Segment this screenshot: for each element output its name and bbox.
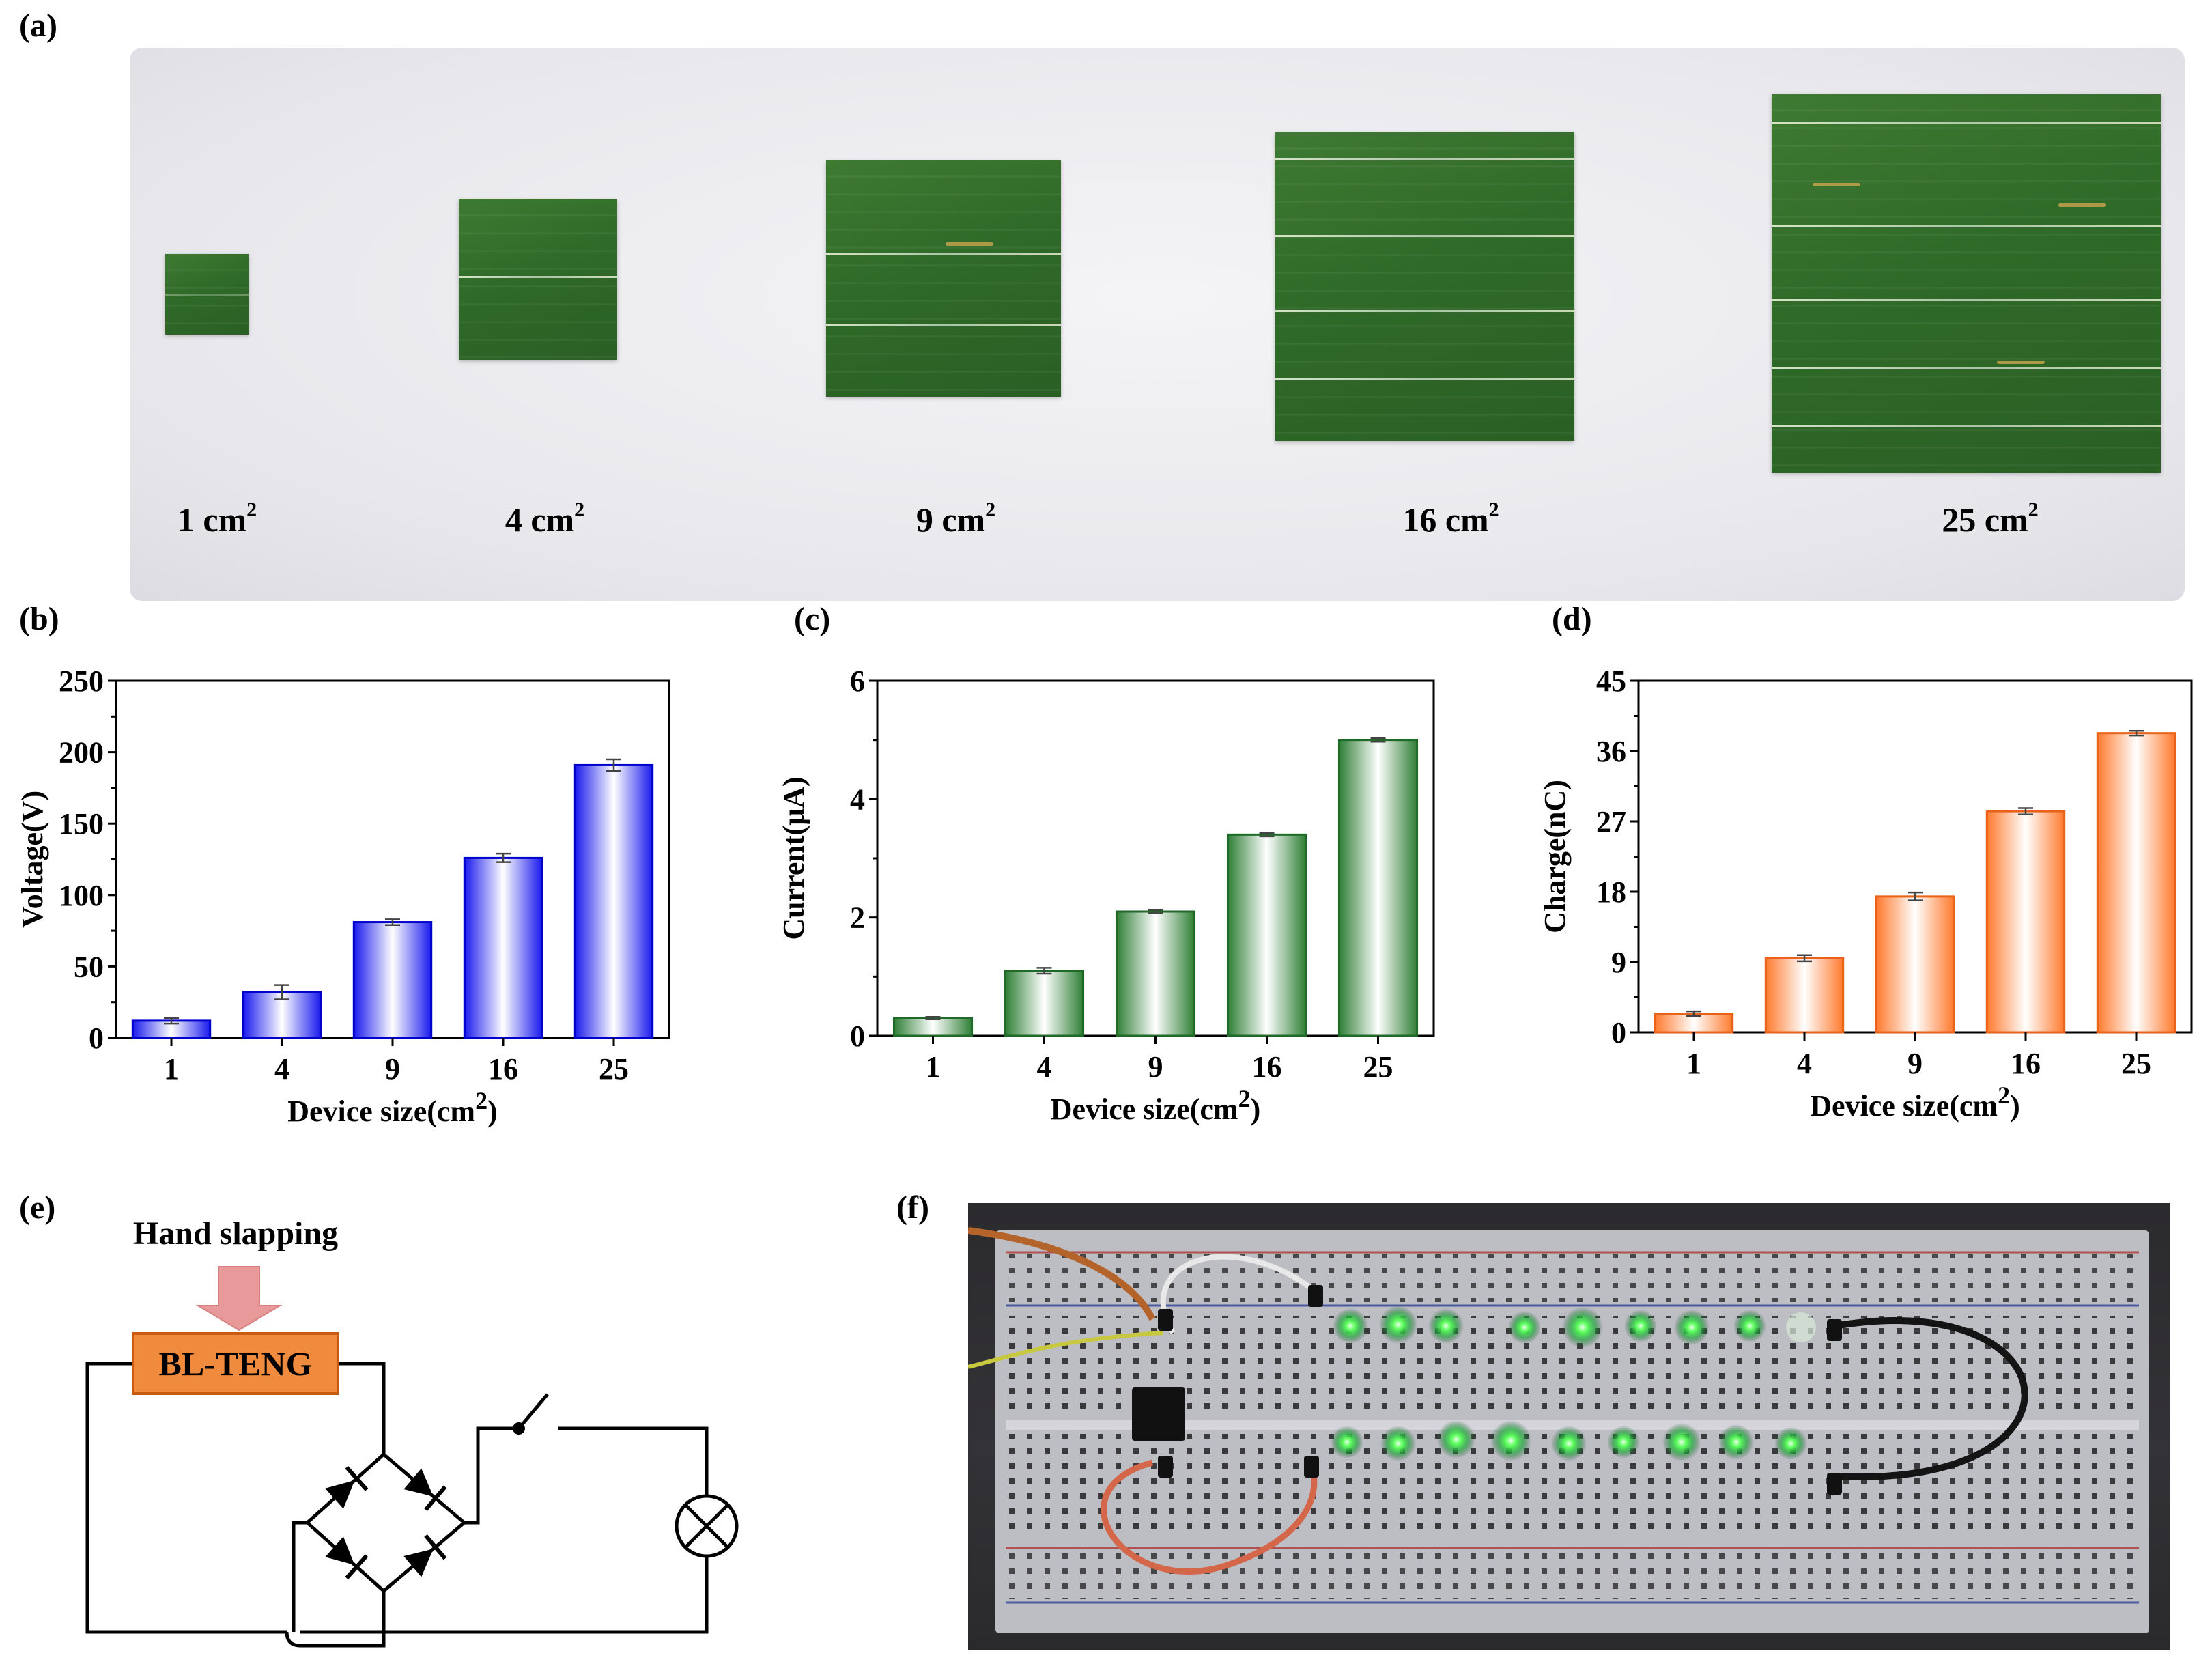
bar xyxy=(1226,833,1307,1037)
size-label-1: 1 cm2 xyxy=(177,498,257,539)
bl-teng-label: BL-TENG xyxy=(158,1344,312,1383)
y-axis-label: Charge(nC) xyxy=(1538,780,1572,933)
panel-label-e: (e) xyxy=(19,1189,56,1226)
y-axis-label: Current(μA) xyxy=(777,776,810,940)
bar xyxy=(2096,732,2176,1034)
y-tick-label: 27 xyxy=(1596,805,1626,838)
x-tick-label: 25 xyxy=(599,1052,629,1086)
x-axis-label: Device size(cm2) xyxy=(287,1087,497,1128)
panel-label-a: (a) xyxy=(19,8,57,44)
bar xyxy=(352,921,433,1039)
bar xyxy=(463,856,543,1039)
x-axis-label: Device size(cm2) xyxy=(1051,1085,1260,1126)
x-tick-label: 4 xyxy=(274,1052,289,1086)
rectifier-circuit-diagram: Hand slapping BL-TENG xyxy=(85,1215,739,1648)
x-tick-label: 16 xyxy=(2011,1047,2041,1080)
bar xyxy=(892,1017,974,1037)
leaf-sample-16 xyxy=(1275,132,1574,441)
leaf-samples-photo: 1 cm2 4 cm2 9 cm2 16 cm2 25 cm2 xyxy=(130,48,2185,601)
y-tick-label: 45 xyxy=(1596,664,1626,698)
x-tick-label: 16 xyxy=(488,1052,518,1086)
x-tick-label: 25 xyxy=(1363,1050,1393,1084)
led-breadboard-photo xyxy=(968,1203,2170,1650)
leaf-sample-9 xyxy=(826,160,1061,397)
bar xyxy=(1985,810,2066,1034)
size-label-4: 4 cm2 xyxy=(505,498,585,539)
x-axis-label: Device size(cm2) xyxy=(1810,1082,2019,1123)
diode-icon xyxy=(403,1468,447,1511)
x-tick-label: 1 xyxy=(926,1050,941,1084)
y-tick-label: 250 xyxy=(59,664,104,698)
hand-slapping-label: Hand slapping xyxy=(133,1215,338,1252)
y-tick-label: 4 xyxy=(850,782,865,816)
x-tick-label: 4 xyxy=(1037,1050,1052,1084)
y-tick-label: 0 xyxy=(1611,1016,1626,1049)
y-tick-label: 36 xyxy=(1596,735,1626,768)
bar xyxy=(1875,895,1955,1034)
y-tick-label: 2 xyxy=(850,901,865,935)
x-tick-label: 9 xyxy=(385,1052,400,1086)
current-chart: 0 2 4 6 1 4 9 16 25 Device size(cm2) Current(μA) xyxy=(777,664,1435,1126)
bar xyxy=(1004,970,1085,1037)
x-tick-label: 4 xyxy=(1797,1047,1812,1080)
size-label-25: 25 cm2 xyxy=(1942,498,2039,539)
x-tick-label: 9 xyxy=(1908,1047,1923,1080)
y-tick-label: 0 xyxy=(89,1021,104,1055)
y-axis-label: Voltage(V) xyxy=(16,791,49,928)
leaf-sample-4 xyxy=(459,199,617,360)
bar xyxy=(1764,957,1845,1034)
x-tick-label: 1 xyxy=(164,1052,179,1086)
y-tick-label: 18 xyxy=(1596,875,1626,909)
y-tick-label: 50 xyxy=(74,950,104,983)
bar xyxy=(573,763,654,1039)
diode-icon xyxy=(325,1536,369,1580)
diode-icon xyxy=(325,1465,369,1509)
slap-arrow xyxy=(195,1266,283,1331)
x-tick-label: 9 xyxy=(1148,1050,1163,1084)
panel-label-d: (d) xyxy=(1552,601,1592,637)
bar xyxy=(1115,910,1196,1037)
panel-label-c: (c) xyxy=(794,601,831,637)
y-tick-label: 0 xyxy=(850,1019,865,1053)
lamp-icon xyxy=(675,1494,739,1558)
breadboard-illustration xyxy=(968,1227,2149,1633)
y-tick-label: 100 xyxy=(59,879,104,912)
y-tick-label: 150 xyxy=(59,807,104,841)
y-tick-label: 6 xyxy=(850,664,865,698)
size-label-16: 16 cm2 xyxy=(1402,498,1499,539)
leaf-sample-1 xyxy=(165,254,249,335)
x-tick-label: 16 xyxy=(1252,1050,1282,1084)
y-tick-label: 9 xyxy=(1611,946,1626,979)
voltage-chart: 0 50 100 150 200 250 1 4 9 16 25 Device size(cm2) Vo… xyxy=(16,664,670,1128)
panel-label-b: (b) xyxy=(19,601,59,637)
bar xyxy=(1337,739,1419,1037)
y-tick-label: 200 xyxy=(59,736,104,770)
diode-icon xyxy=(403,1534,447,1577)
leaf-sample-25 xyxy=(1772,94,2161,473)
x-tick-label: 1 xyxy=(1686,1047,1701,1080)
size-label-9: 9 cm2 xyxy=(916,498,996,539)
switch-icon xyxy=(513,1393,549,1435)
panel-label-f: (f) xyxy=(896,1189,929,1226)
bl-teng-device xyxy=(132,1332,339,1395)
x-tick-label: 25 xyxy=(2121,1047,2151,1080)
charge-chart: 0 9 18 27 36 45 1 4 9 16 25 Device size(cm2) Charge(… xyxy=(1538,664,2193,1123)
